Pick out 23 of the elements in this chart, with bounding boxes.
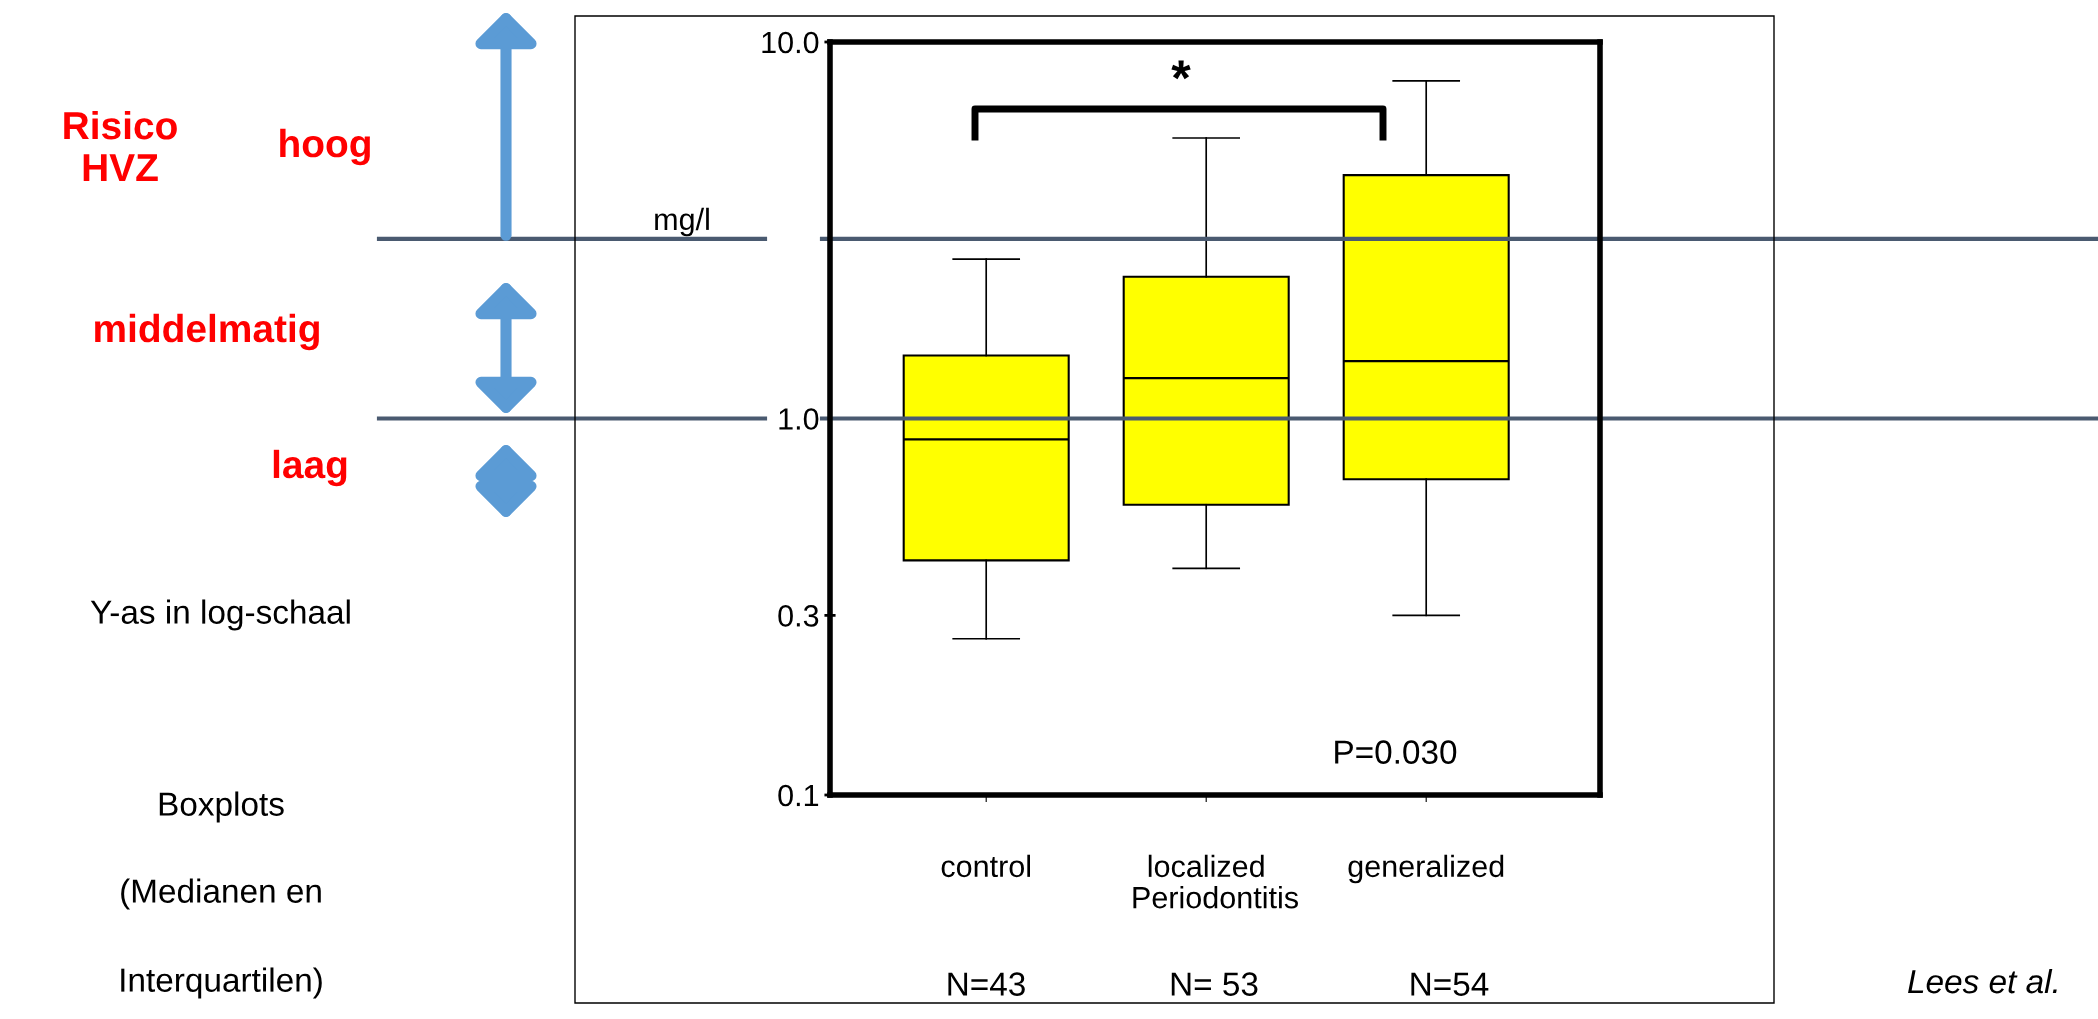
x-tick-label: control (941, 854, 1031, 878)
x-tick-label: localized (1148, 854, 1264, 878)
text: Y-as in log-schaal (90, 599, 350, 631)
text: Boxplots (159, 791, 284, 823)
text: laag (273, 449, 347, 487)
text: Lees et al. (1908, 968, 2057, 994)
x-axis-title: Periodontitis (1133, 885, 1298, 909)
annotation: P=0.030 (1335, 740, 1457, 764)
text: Risico HVZ (64, 110, 177, 181)
text: hoog (280, 128, 370, 166)
text: (Medianen en (121, 878, 321, 910)
y-tick-label: 1.0 (779, 408, 819, 430)
text: N= 53 (1171, 972, 1258, 996)
text: Interquartilen) (121, 967, 322, 999)
text: N=54 (1411, 972, 1489, 996)
y-tick-label: 10.0 (762, 31, 819, 54)
y-axis-title: mg/l (655, 207, 709, 237)
text: middelmatig (95, 313, 319, 351)
y-tick-label: 0.1 (778, 784, 819, 807)
text: N=43 (948, 972, 1025, 996)
x-tick-label: generalized (1348, 854, 1504, 884)
annotation: * (1171, 60, 1191, 80)
y-tick-label: 0.3 (778, 605, 819, 627)
